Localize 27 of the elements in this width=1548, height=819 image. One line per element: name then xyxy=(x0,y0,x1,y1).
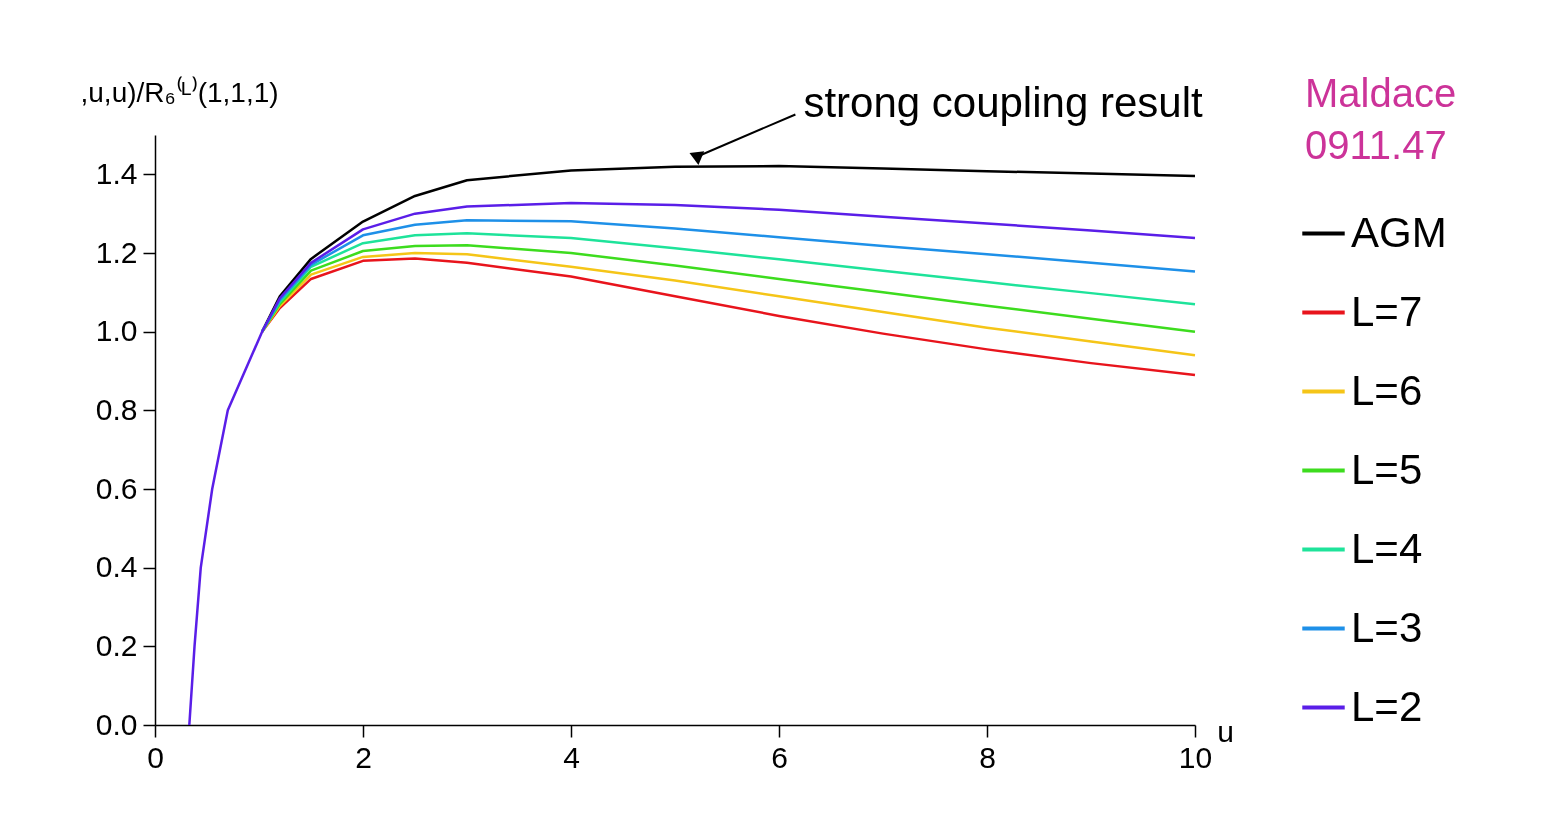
x-tick-label: 2 xyxy=(355,740,372,774)
x-axis-title: u xyxy=(1217,714,1234,748)
legend-label: L=5 xyxy=(1351,445,1423,493)
x-tick-label: 6 xyxy=(771,740,788,774)
y-tick-label: 0.8 xyxy=(95,392,138,426)
legend-label: AGM xyxy=(1351,208,1447,256)
legend-label: L=2 xyxy=(1351,682,1423,730)
y-tick-label: 1.0 xyxy=(95,314,138,348)
legend-label: L=4 xyxy=(1351,524,1423,572)
x-tick-label: 4 xyxy=(563,740,580,774)
y-axis-title: ,u,u)/R₆⁽ᴸ⁾(1,1,1) xyxy=(80,75,279,108)
legend-label: L=3 xyxy=(1351,603,1423,651)
y-tick-label: 1.4 xyxy=(95,156,138,190)
legend-label: L=6 xyxy=(1351,366,1423,414)
y-tick-label: 0.0 xyxy=(95,707,138,741)
y-tick-label: 0.6 xyxy=(95,471,138,505)
y-tick-label: 0.2 xyxy=(95,628,138,662)
x-tick-label: 10 xyxy=(1178,740,1213,774)
y-tick-label: 1.2 xyxy=(95,235,138,269)
text: 0911.47 xyxy=(1305,123,1447,167)
text: Maldace xyxy=(1305,71,1457,115)
legend-label: L=7 xyxy=(1351,287,1423,335)
annotation: strong coupling result xyxy=(803,79,1203,127)
line-series xyxy=(188,201,1197,727)
x-tick-label: 8 xyxy=(979,740,996,774)
x-tick-label: 0 xyxy=(147,740,164,774)
y-tick-label: 0.4 xyxy=(95,550,138,584)
